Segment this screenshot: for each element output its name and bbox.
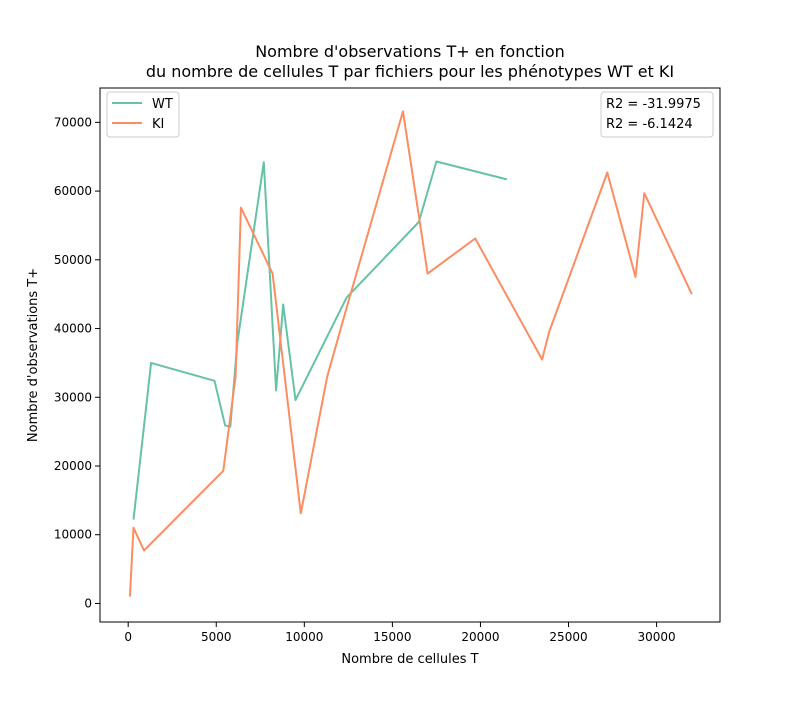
y-tick-label: 30000	[54, 390, 92, 404]
legend: WT KI	[106, 91, 180, 138]
r2-annotation-ki: R2 = -6.1424	[606, 117, 693, 132]
x-tick-label: 15000	[373, 630, 411, 644]
chart-title-line2: du nombre de cellules T par fichiers pou…	[146, 62, 674, 81]
chart-title-line1: Nombre d'observations T+ en fonction	[255, 42, 565, 61]
x-tick-label: 10000	[285, 630, 323, 644]
y-tick-label: 20000	[54, 459, 92, 473]
y-tick-label: 10000	[54, 528, 92, 542]
x-tick-label: 0	[124, 630, 132, 644]
y-tick-label: 60000	[54, 184, 92, 198]
legend-label-ki: KI	[152, 117, 164, 132]
y-axis-label: Nombre d'observations T+	[26, 268, 41, 442]
y-tick-label: 40000	[54, 322, 92, 336]
r2-annotation-box: R2 = -31.9975 R2 = -6.1424	[600, 91, 714, 138]
x-axis-label: Nombre de cellules T	[341, 652, 478, 667]
y-axis-ticks: 0 10000 20000 30000 40000 50000 60000 70000	[54, 115, 100, 610]
x-tick-label: 20000	[461, 630, 499, 644]
series-line-ki	[128, 110, 693, 597]
x-axis-ticks: 0 5000 10000 15000 20000 25000 30000	[124, 622, 676, 644]
y-tick-label: 70000	[54, 115, 92, 129]
x-tick-label: 5000	[201, 630, 232, 644]
legend-label-wt: WT	[152, 97, 173, 112]
x-tick-label: 30000	[637, 630, 675, 644]
r2-annotation-wt: R2 = -31.9975	[606, 97, 701, 112]
series-line-wt	[132, 160, 508, 520]
y-tick-label: 0	[84, 596, 92, 610]
y-tick-label: 50000	[54, 253, 92, 267]
plot-area-frame	[99, 87, 721, 623]
x-tick-label: 25000	[549, 630, 587, 644]
series-layer	[128, 110, 693, 597]
r2-box	[600, 91, 714, 138]
